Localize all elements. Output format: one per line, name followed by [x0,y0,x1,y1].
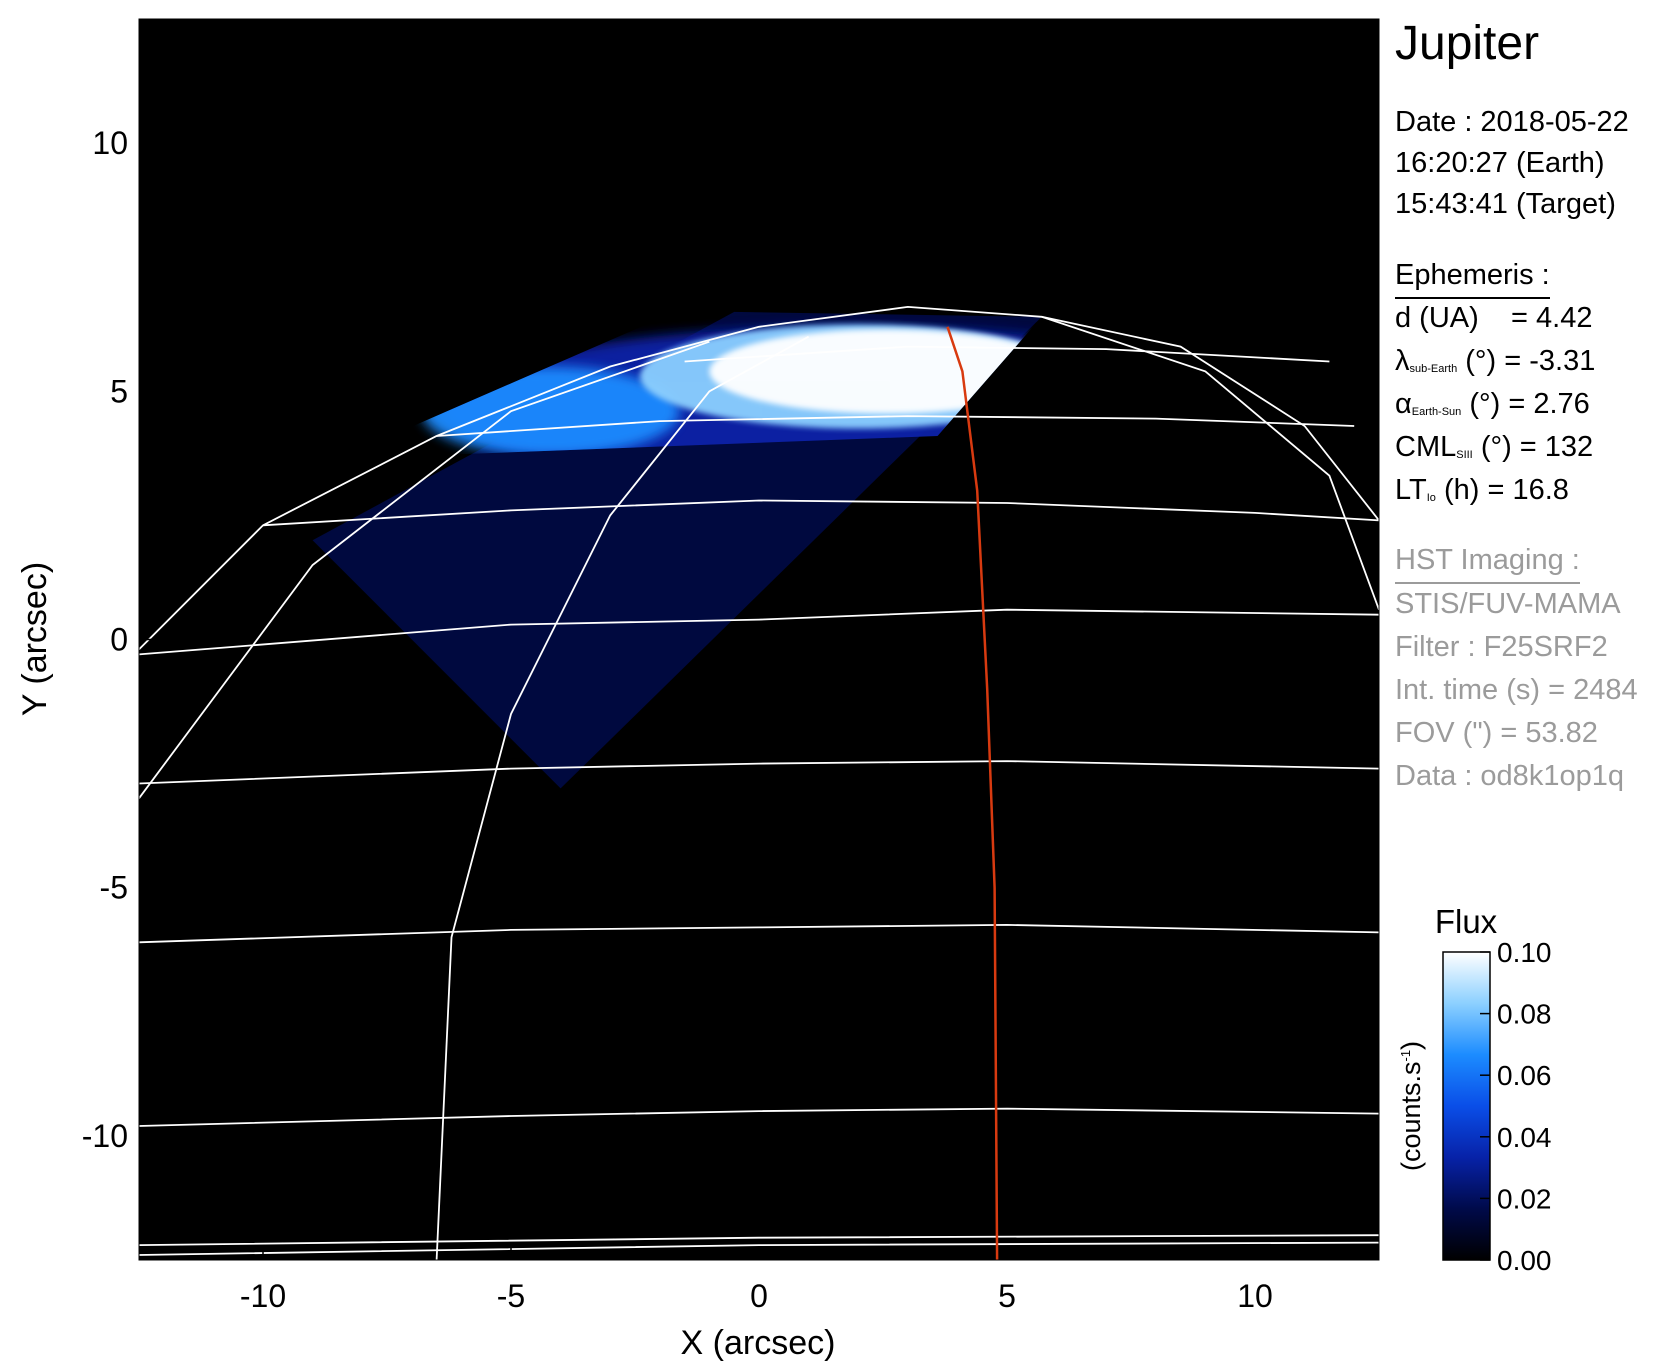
meridian-line [139,305,1379,651]
x-axis-ticks: -10 -5 0 5 10 [240,1248,1273,1314]
cml-label: CML [1395,431,1457,463]
ephemeris-heading-text: Ephemeris : [1395,255,1550,299]
planet-grid [139,305,1379,1260]
latitude-line [139,1107,1379,1127]
target-time: 15:43:41 (Target) [1395,188,1616,220]
distance-value: = 4.42 [1511,302,1593,334]
latitude-value: (°) = -3.31 [1465,345,1596,377]
colorbar-label: (counts.s-1) [1396,1041,1426,1171]
phase-row: αEarth-Sun (°) = 2.76 [1395,384,1590,432]
latitude-line [139,1234,1379,1246]
colorbar-tick-label: 0.04 [1497,1122,1552,1153]
phase-value: (°) = 2.76 [1469,388,1590,420]
latitude-row: λsub-Earth (°) = -3.31 [1395,341,1595,389]
meridian-line [1041,315,1379,521]
colorbar-title: Flux [1435,903,1498,940]
y-tick-label: -5 [100,870,128,906]
cml-row: CMLSIII (°) = 132 [1395,427,1593,475]
field-of-view: FOV (") = 53.82 [1395,717,1598,749]
x-tick-label: 10 [1237,1278,1273,1314]
latitude-line [139,923,1379,944]
y-axis-ticks: -10 -5 0 5 10 [82,125,151,1154]
x-tick-label: -5 [497,1278,525,1314]
lt-value: (h) = 16.8 [1443,474,1569,506]
distance-row: d (UA) = 4.42 [1395,298,1592,338]
latitude-line [262,499,1379,527]
colorbar-ticks: 0.00 0.02 0.04 0.06 0.08 0.10 [1480,937,1552,1276]
colorbar-tick-label: 0.00 [1497,1245,1552,1276]
latitude-line [139,608,1379,656]
y-axis-label: Y (arcsec) [16,562,54,716]
cml-value: (°) = 132 [1480,431,1594,463]
phase-symbol: α [1395,388,1412,420]
data-id: Data : od8k1op1q [1395,760,1624,792]
phase-sub: Earth-Sun [1411,406,1462,418]
meridian-line [435,335,810,1260]
integration-time: Int. time (s) = 2484 [1395,674,1638,706]
instrument: STIS/FUV-MAMA [1395,588,1621,620]
colorbar-tick-label: 0.02 [1497,1183,1552,1214]
target-name: Jupiter [1395,17,1540,70]
latitude-sub: sub-Earth [1409,363,1458,375]
x-tick-label: -10 [240,1278,286,1314]
hst-heading: HST Imaging : [1395,540,1580,584]
latitude-line [139,1241,1379,1256]
distance-label: d (UA) [1395,302,1479,334]
latitude-line [139,760,1379,785]
io-footprint-line [946,326,999,1260]
colorbar-tick-label: 0.06 [1497,1060,1552,1091]
lt-label: LT [1395,474,1427,506]
lt-row: LTIo (h) = 16.8 [1395,470,1569,518]
latitude-line [436,415,1355,437]
colorbar [1442,951,1491,1261]
latitude-line [684,345,1330,363]
earth-time: 16:20:27 (Earth) [1395,147,1605,179]
plot-background [139,19,1379,1260]
y-tick-label: 10 [92,125,128,161]
colorbar-tick-label: 0.10 [1497,937,1552,968]
y-tick-label: 0 [110,622,128,658]
date-line: Date : 2018-05-22 [1395,106,1629,138]
colorbar-tick-label: 0.08 [1497,999,1552,1030]
lt-sub: Io [1426,492,1436,504]
x-tick-label: 0 [750,1278,768,1314]
cml-sub: SIII [1456,449,1473,461]
x-axis-label: X (arcsec) [681,1324,836,1362]
x-tick-label: 5 [998,1278,1016,1314]
y-tick-label: -10 [82,1118,128,1154]
ephemeris-heading: Ephemeris : [1395,255,1550,299]
filter: Filter : F25SRF2 [1395,631,1608,663]
meridian-line [139,340,710,799]
y-tick-label: 5 [110,373,128,409]
hst-heading-text: HST Imaging : [1395,540,1580,584]
latitude-symbol: λ [1395,345,1410,377]
